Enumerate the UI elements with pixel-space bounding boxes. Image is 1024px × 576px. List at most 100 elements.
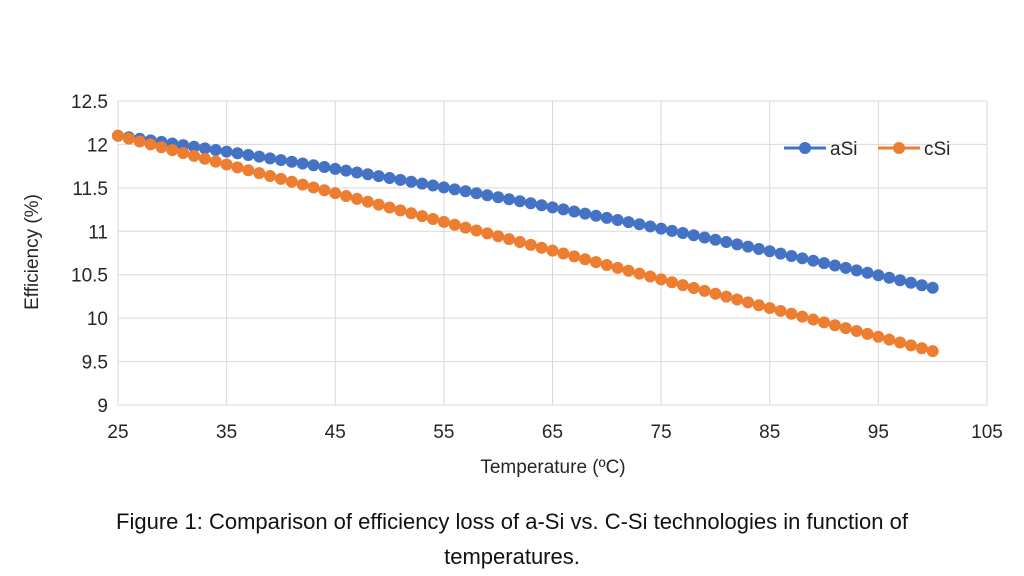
data-point-aSi [383,171,396,184]
data-point-aSi [709,233,722,246]
data-point-aSi [763,245,776,258]
data-point-cSi [231,161,244,174]
data-point-cSi [687,281,700,294]
series-aSi [112,129,939,294]
data-point-aSi [915,279,928,292]
data-point-cSi [698,284,711,297]
data-point-cSi [763,302,776,315]
data-point-aSi [405,175,418,188]
data-point-cSi [894,336,907,349]
data-point-cSi [350,192,363,205]
data-point-cSi [340,190,353,203]
data-point-aSi [318,161,331,174]
data-point-cSi [220,158,233,171]
data-point-cSi [611,261,624,274]
data-point-cSi [253,167,266,180]
data-point-cSi [198,152,211,165]
data-point-aSi [687,229,700,242]
data-point-aSi [600,211,613,224]
data-point-aSi [589,209,602,222]
data-point-cSi [568,250,581,263]
data-point-cSi [622,264,635,277]
data-point-aSi [274,154,287,167]
data-point-cSi [850,325,863,338]
data-point-aSi [350,166,363,179]
data-point-cSi [655,273,668,286]
data-point-aSi [828,259,841,272]
y-tick-label: 12 [87,135,108,156]
x-tick-label: 25 [107,422,128,443]
data-point-cSi [264,169,277,182]
legend-swatch-marker [893,142,905,154]
data-point-cSi [112,129,124,142]
x-axis-tick-labels: 25 35 45 55 65 75 85 95 105 [107,422,1002,443]
data-point-cSi [633,267,646,280]
x-tick-label: 95 [868,422,889,443]
data-point-aSi [720,236,733,249]
x-tick-label: 75 [651,422,672,443]
figure-caption: Figure 1: Comparison of efficiency loss … [0,504,1024,574]
data-point-cSi [459,221,472,234]
data-point-aSi [242,148,255,161]
data-point-cSi [513,236,526,249]
legend-item-aSi: aSi [784,139,857,160]
data-point-cSi [709,287,722,300]
series-layer [112,129,939,358]
data-point-cSi [209,155,222,168]
data-point-aSi [731,238,744,251]
series-cSi [112,129,939,358]
data-point-aSi [665,224,678,237]
data-point-aSi [807,254,820,267]
data-point-cSi [155,141,168,154]
data-point-cSi [307,181,320,194]
x-tick-label: 105 [971,422,1003,443]
data-point-aSi [752,242,765,255]
line-chart: 9 9.5 10 10.5 11 11.5 12 12.5 25 35 45 55 65 75 85 95 1… [22,92,1003,478]
data-point-cSi [589,256,602,269]
data-point-aSi [394,173,407,186]
data-point-aSi [861,266,874,279]
data-point-cSi [883,333,896,346]
data-point-cSi [742,296,755,309]
data-point-aSi [904,276,917,289]
data-point-cSi [144,138,157,151]
data-point-aSi [557,203,570,216]
data-point-aSi [785,249,798,262]
data-point-aSi [264,152,277,165]
y-axis-label: Efficiency (%) [22,194,43,310]
y-tick-label: 9 [97,396,108,417]
data-point-aSi [611,213,624,226]
data-point-cSi [372,198,385,211]
data-point-cSi [557,247,570,260]
data-point-aSi [850,264,863,277]
data-point-cSi [177,146,190,159]
data-point-aSi [698,231,711,244]
data-point-cSi [318,184,331,197]
data-point-aSi [361,168,374,181]
data-point-aSi [209,143,222,156]
data-point-cSi [394,204,407,217]
y-tick-label: 9.5 [82,353,108,374]
data-point-aSi [296,157,309,170]
legend-label: cSi [924,139,950,160]
data-point-cSi [774,304,787,317]
data-point-aSi [503,193,516,206]
data-point-aSi [839,261,852,274]
data-point-aSi [894,274,907,287]
data-point-cSi [915,342,928,355]
data-point-aSi [568,205,581,218]
data-point-aSi [633,218,646,231]
data-point-aSi [513,195,526,208]
legend: aSi cSi [784,139,950,160]
data-point-aSi [492,191,505,204]
data-point-cSi [416,210,429,223]
data-point-aSi [774,247,787,260]
data-point-aSi [546,201,559,214]
data-point-cSi [861,327,874,340]
data-point-aSi [655,222,668,235]
data-point-cSi [665,276,678,289]
legend-swatch-marker [799,142,811,154]
data-point-cSi [296,178,309,191]
data-point-cSi [405,207,418,220]
data-point-cSi [600,258,613,271]
